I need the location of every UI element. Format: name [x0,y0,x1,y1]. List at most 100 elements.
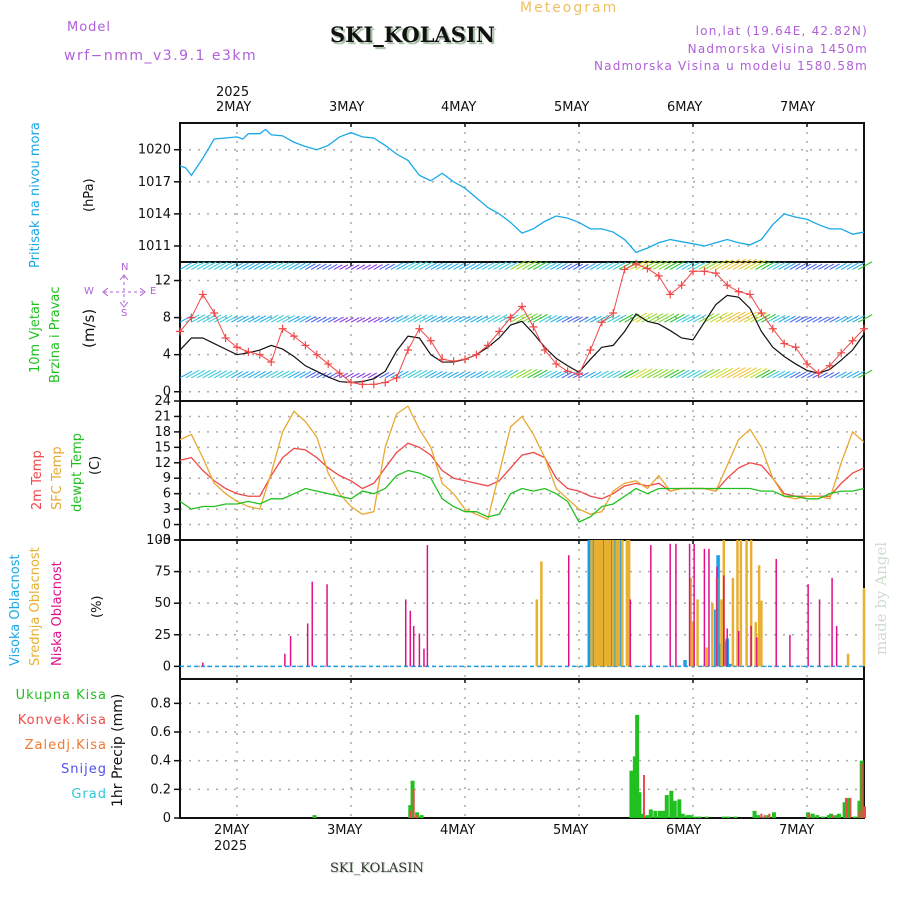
mid-cloud-bar [593,540,597,667]
station-title: SKI_KOLASIN [330,22,495,47]
day-bottom-2may: 2MAY [214,823,250,838]
wind-barb [527,261,542,270]
total-rain-bar [697,816,702,818]
total-rain-bar [685,815,690,818]
low-cloud-bar [675,543,677,667]
wind-gust-marker [369,380,378,389]
wind-barb [191,261,206,270]
wind-barb [179,262,193,270]
wind-barb [601,370,615,379]
wind-barb [726,258,746,270]
wind-barb [196,314,211,323]
wind-barb [396,262,409,270]
wind-barb [367,372,378,379]
conv-rain-bar [412,789,415,818]
wind-barb [259,370,273,379]
wind-barb [658,369,675,379]
wind-barb [550,315,562,323]
wind-barb [316,263,327,270]
temp2m-line [179,442,865,500]
wind-barb [738,311,758,323]
wind-barb [293,315,306,323]
wind-barb [242,262,255,270]
wind-barb [812,316,823,323]
wind-barb [761,313,776,323]
mid-cloud-bar [754,622,757,667]
wind-barb [333,317,343,323]
wind-barb [772,314,786,323]
day-bottom-4may: 4MAY [440,823,476,838]
wind-gust-marker [438,355,447,364]
wind-barb [823,316,835,323]
low-cloud-bar [412,625,415,667]
mid-cloud-bar [711,603,714,667]
wind-barb [766,314,780,323]
wind-barb [504,369,519,379]
wind-barb [618,369,634,379]
wind-barb [818,372,829,379]
wind-gust-marker [803,359,811,368]
wind-barb [738,258,758,270]
day-bottom-6may: 6MAY [666,823,702,838]
wind-barb [441,263,454,270]
wind-barb [305,316,316,323]
wind-barb [801,316,812,323]
conv-rain-bar [808,813,811,818]
wind-gust-marker [609,308,618,317]
total-rain-bar [852,816,857,818]
mid-cloud-bar [600,540,604,667]
wind-barb [481,314,495,323]
wind-gust-marker [518,302,526,311]
wind-barb [481,370,495,379]
wind-gust-marker [392,373,401,382]
total-rain-bar [672,800,677,818]
wind-barb [732,311,752,323]
wind-barb [299,315,312,323]
total-rain-bar [680,813,685,818]
wind-gust-marker [654,271,663,280]
low-cloud-bar [202,662,204,667]
wind-barb [772,370,786,379]
wind-barb [367,264,378,270]
wind-barb [424,262,437,270]
wind-barb [761,369,776,379]
low-cloud-bar [831,577,833,667]
wind-barb [293,371,306,379]
y-tick-label: 0 [163,811,171,826]
wind-barb [419,314,434,323]
wind-barb [379,263,390,270]
panel-0: 1011 1014 1017 1020 [138,122,865,263]
wind-barb [840,371,853,379]
mid-cloud-bar [621,540,624,667]
wind-barb [288,262,300,270]
wind-barb [213,261,228,270]
wind-barb [744,259,762,270]
wind-barb [749,367,768,379]
wind-barb [721,258,741,270]
wind-barb [744,367,762,379]
high-cloud-bar [683,660,687,667]
total-rain-bar [312,815,317,818]
low-cloud-bar [326,584,328,667]
mid-cloud-bar [691,622,695,667]
wind-gust-marker [324,359,333,368]
wind-barb [498,261,513,270]
total-rain-bar [771,812,776,818]
wind-barb [607,261,621,270]
wind-barb [607,314,621,323]
wind-barb [835,371,847,379]
wind-barb [356,317,366,323]
wind-gust-marker [381,378,390,387]
mid-cloud-bar [720,599,723,667]
wind-barb [721,367,741,379]
compass-north: N [121,262,129,273]
wind-gust-marker [643,264,652,273]
mid-cloud-bar [757,565,761,667]
low-cloud-bar [306,623,309,667]
wind-barb [658,260,675,270]
wind-barb [219,370,233,379]
y-tick-label: 1017 [138,175,171,190]
y-tick-label: 24 [154,394,171,409]
low-cloud-bar [708,548,710,667]
